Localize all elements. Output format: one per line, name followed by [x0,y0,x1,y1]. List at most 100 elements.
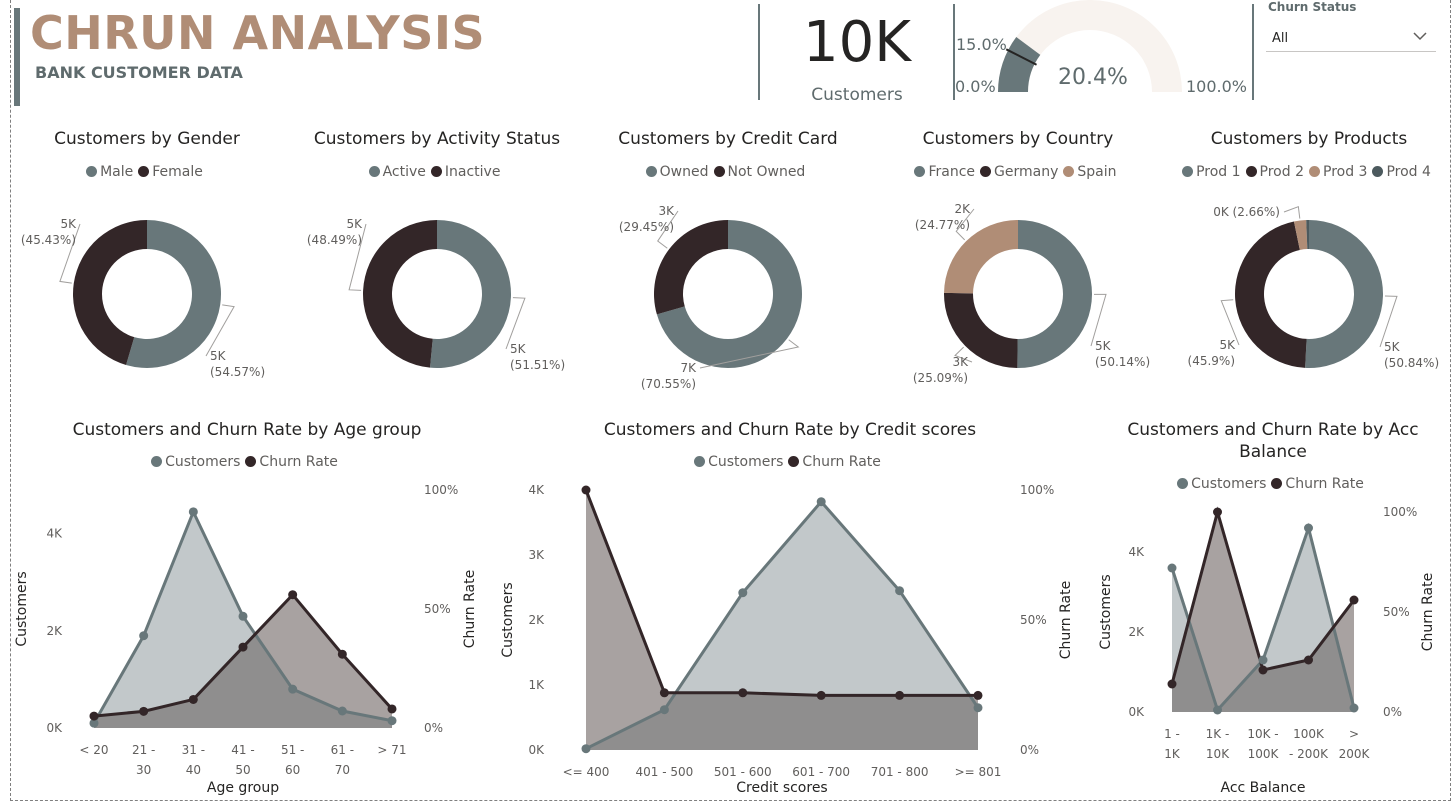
chart-legend: Owned Not Owned [588,164,868,180]
legend-label: Active [382,164,426,180]
legend-dot-icon [1063,166,1075,177]
data-label: (50.84%) [1384,356,1439,370]
legend-item[interactable]: Churn Rate [1271,476,1364,492]
donut-slice[interactable] [654,220,728,315]
donut-slice[interactable] [72,220,147,365]
chart-legend: Customers Churn Rate [12,454,482,470]
legend-label: Prod 3 [1323,164,1368,180]
leader-line [1090,293,1107,347]
donut-slice[interactable] [1235,221,1307,368]
donut-chart[interactable]: 5K (50.14%) 3K (25.09%) 2K (24.77%) [873,190,1163,440]
divider [953,4,955,100]
chart-title: Customers by Country [922,129,1114,149]
legend-label: Germany [994,164,1059,180]
gauge-max-label: 100.0% [1186,77,1248,96]
churn-rate-gauge[interactable] [990,0,1190,100]
leader-line [505,297,526,350]
dashboard-frame [10,0,1451,801]
legend-label: Not Owned [727,164,806,180]
legend-item[interactable]: Prod 2 [1245,164,1304,180]
legend-dot-icon [1271,478,1283,489]
data-label: 5K [1095,339,1112,353]
churn-status-dropdown[interactable]: All [1266,24,1436,52]
leader-line [1379,295,1398,348]
legend-label: Male [100,164,134,180]
legend-label: Customers [1191,476,1267,492]
legend-item[interactable]: Female [138,164,203,180]
legend-dot-icon [914,166,926,177]
donut-slice[interactable] [944,292,1018,368]
leader-line [1283,205,1301,219]
chart-legend: Prod 1 Prod 2 Prod 3 Prod 4 [1169,164,1449,180]
donut-chart[interactable]: 5K (51.51%) 5K (48.49%) [292,190,582,440]
legend-item[interactable]: Spain [1063,164,1117,180]
legend-label: Prod 2 [1259,164,1304,180]
chart-title: Customers by Gender [54,129,240,149]
page-title: CHRUN ANALYSIS [30,6,486,60]
churn-status-slicer-title: Churn Status [1268,0,1357,14]
chart-legend: Customers Churn Rate [1098,476,1448,492]
legend-item[interactable]: Prod 4 [1372,164,1431,180]
chart-title: Customers by Activity Status [313,129,561,149]
data-label: 5K [1384,340,1401,354]
data-label: (50.14%) [1095,355,1150,369]
chart-legend: Active Inactive [297,164,577,180]
legend-item[interactable]: Churn Rate [788,454,881,470]
donut-chart[interactable]: 5K (54.57%) 5K (45.43%) [2,190,292,440]
donut-slice[interactable] [656,220,802,369]
donut-chart[interactable]: 7K (70.55%) 3K (29.45%) [583,190,873,440]
legend-item[interactable]: Prod 1 [1182,164,1241,180]
legend-dot-icon [245,456,257,467]
donut-slice[interactable] [944,220,1018,294]
data-label: 5K [60,217,77,231]
legend-item[interactable]: Customers [694,454,783,470]
donut-slice[interactable] [1017,220,1093,369]
leader-line [955,208,975,241]
donut-slice[interactable] [362,220,437,368]
legend-dot-icon [645,166,657,177]
legend-item[interactable]: Owned [645,164,709,180]
legend-item[interactable]: Prod 3 [1309,164,1367,180]
data-label: (54.57%) [210,365,265,379]
chart-title: Balance [1239,442,1307,462]
legend-label: Owned [659,164,709,180]
legend-item[interactable]: Germany [980,164,1058,180]
chart-title: Customers by Products [1210,129,1408,149]
chart-legend: Customers Churn Rate [500,454,1080,470]
legend-item[interactable]: Customers [151,454,240,470]
leader-line [657,210,679,249]
legend-dot-icon [980,166,992,177]
data-label: (24.77%) [915,218,970,232]
kpi-customers-label: Customers [811,85,903,105]
donut-chart[interactable]: 5K (50.84%) 5K (45.9%) 0K (2.66%) [1164,190,1452,440]
legend-item[interactable]: Male [86,164,133,180]
chart-legend: France Germany Spain [878,164,1158,180]
legend-label: Churn Rate [1285,476,1364,492]
legend-dot-icon [1309,166,1320,177]
legend-item[interactable]: Customers [1177,476,1266,492]
legend-item[interactable]: Active [368,164,426,180]
legend-dot-icon [1177,478,1189,489]
leader-line [59,223,81,284]
data-label: (48.49%) [307,233,362,247]
legend-item[interactable]: Churn Rate [245,454,338,470]
donut-slice[interactable] [429,220,511,368]
data-label: 7K [680,361,697,375]
churn-status-selected: All [1272,31,1289,46]
legend-dot-icon [713,166,725,177]
legend-dot-icon [151,456,163,467]
legend-dot-icon [368,166,380,177]
legend-label: Female [152,164,203,180]
donut-slice[interactable] [1305,220,1384,368]
legend-item[interactable]: France [914,164,975,180]
donut-slice[interactable] [1293,220,1308,250]
legend-item[interactable]: Inactive [430,164,500,180]
data-label: 3K [952,355,969,369]
legend-dot-icon [1372,166,1384,177]
data-label: 2K [954,202,971,216]
donut-slice[interactable] [1306,220,1309,250]
legend-item[interactable]: Not Owned [713,164,806,180]
donut-slice[interactable] [126,220,221,368]
gauge-target-label: 15.0% [956,35,1007,54]
chart-legend: Male Female [7,164,287,180]
